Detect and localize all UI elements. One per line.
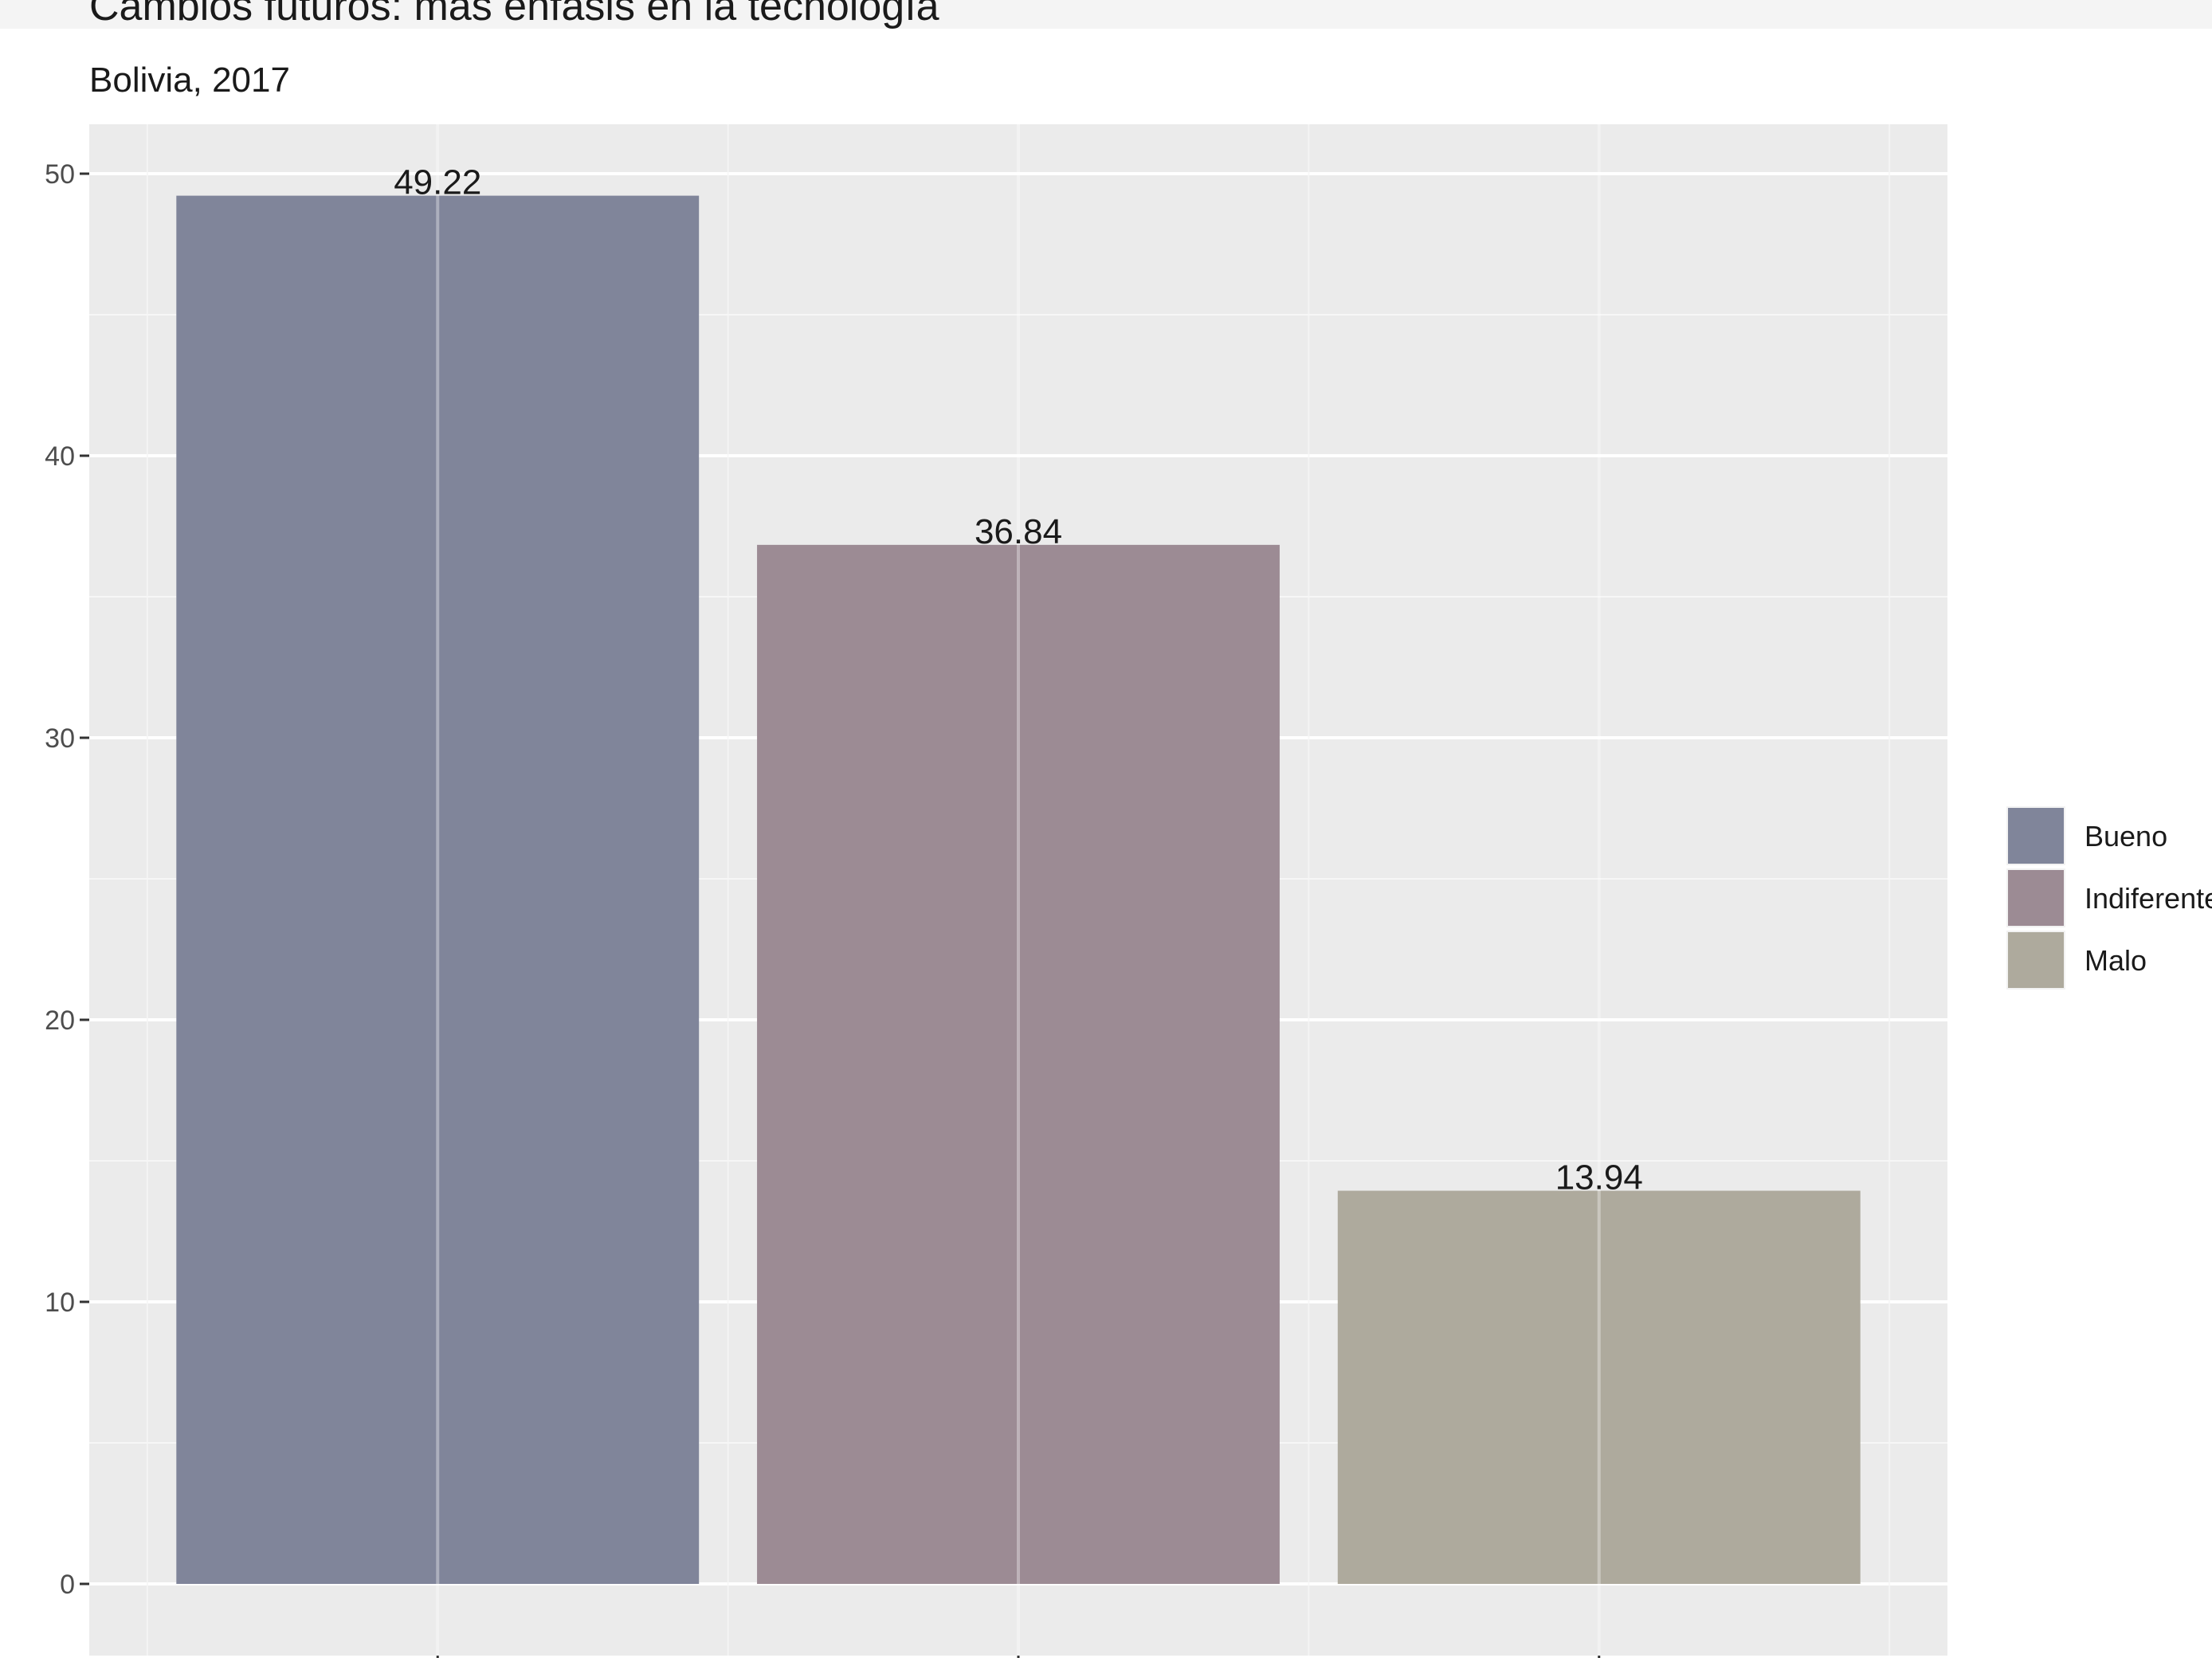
y-tick-label: 50 <box>45 159 75 190</box>
bar-bueno <box>176 195 700 1584</box>
vertical-grid-overlay <box>146 124 1891 1656</box>
data-label-indiferente: 36.84 <box>975 512 1062 551</box>
chart-title: Cambios futuros: más énfasis en la tecno… <box>89 0 939 29</box>
y-tick-label: 30 <box>45 723 75 754</box>
y-tick-label: 0 <box>60 1570 75 1600</box>
legend-swatch-malo <box>2008 932 2064 988</box>
bar-indiferente <box>757 544 1280 1584</box>
data-labels: 49.22 36.84 13.94 <box>394 163 1643 1197</box>
legend: Bueno Indiferente Malo <box>2006 806 2212 990</box>
chart-subtitle: Bolivia, 2017 <box>89 61 290 100</box>
bar-malo <box>1337 1190 1861 1584</box>
data-label-bueno: 49.22 <box>394 163 481 202</box>
y-tick-label: 40 <box>45 441 75 472</box>
legend-label-malo: Malo <box>2085 944 2147 977</box>
top-strip <box>0 0 2212 29</box>
x-axis <box>436 1656 1601 1658</box>
legend-swatch-indiferente <box>2008 870 2064 926</box>
data-label-malo: 13.94 <box>1555 1158 1643 1197</box>
legend-swatch-bueno <box>2008 808 2064 864</box>
bars <box>176 195 1861 1584</box>
y-axis: 0 10 20 30 40 50 <box>45 159 89 1600</box>
legend-label-bueno: Bueno <box>2085 820 2167 853</box>
y-tick-label: 10 <box>45 1288 75 1318</box>
y-tick-label: 20 <box>45 1005 75 1036</box>
legend-label-indiferente: Indiferente <box>2085 882 2212 915</box>
